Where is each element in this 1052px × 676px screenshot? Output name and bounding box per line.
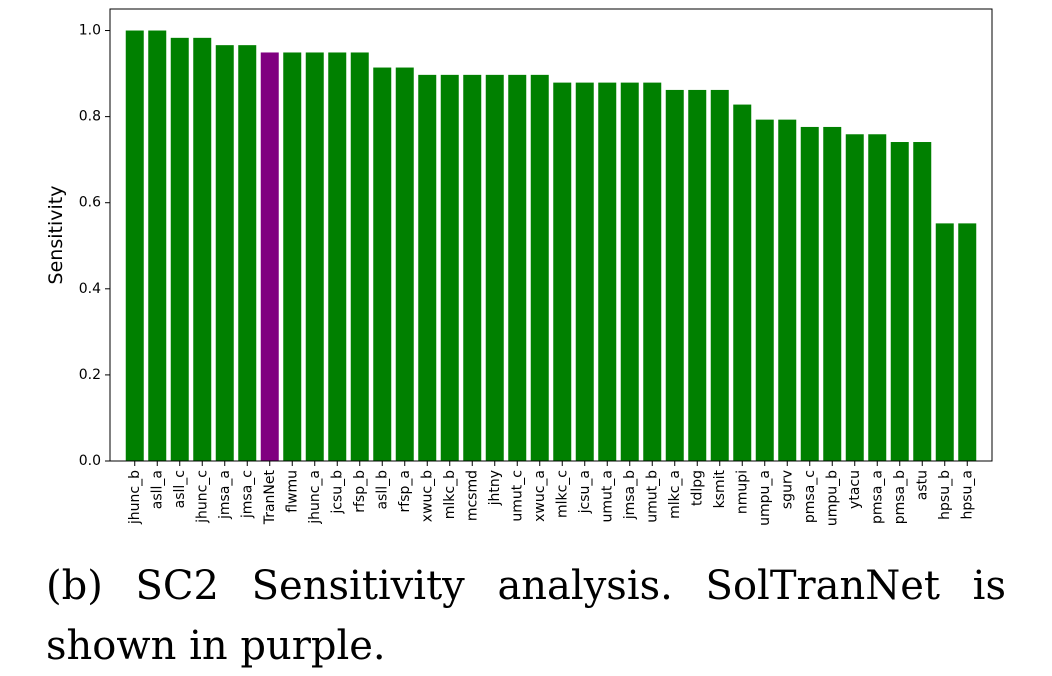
bar-xwuc_a bbox=[530, 74, 549, 462]
x-tick-label: jhunc_b bbox=[127, 470, 143, 525]
bar-rfsp_a bbox=[395, 67, 414, 461]
x-tick-label: mlkc_c bbox=[554, 470, 570, 518]
x-tick-label: asll_c bbox=[172, 470, 188, 508]
x-tick-label: pmsa_b bbox=[892, 470, 908, 524]
bar-sgurv bbox=[778, 119, 797, 461]
x-tick-label: umut_c bbox=[509, 470, 525, 522]
y-tick-label: 0.0 bbox=[79, 453, 101, 469]
x-tick-label: asll_a bbox=[149, 470, 165, 509]
x-tick-label: jmsa_a bbox=[217, 470, 233, 520]
x-tick-label: hpsu_b bbox=[937, 470, 953, 520]
y-tick-label: 0.8 bbox=[79, 109, 101, 125]
plot-frame bbox=[109, 8, 993, 462]
x-tick-label: jhunc_a bbox=[307, 470, 323, 525]
x-tick-label: umpu_a bbox=[757, 470, 773, 526]
x-tick-label: rfsp_b bbox=[352, 470, 368, 513]
x-tick-label: pmsa_a bbox=[869, 470, 885, 524]
bar-jcsu_b bbox=[328, 52, 347, 461]
x-tick-label: jmsa_c bbox=[239, 470, 255, 519]
x-tick-label: asll_b bbox=[374, 470, 390, 510]
x-tick-label: hpsu_a bbox=[959, 470, 975, 520]
figure-caption: (b) SC2 Sensitivity analysis. SolTranNet… bbox=[46, 563, 1006, 669]
bar-jmsa_c bbox=[238, 45, 257, 461]
bar-xwuc_b bbox=[418, 74, 437, 462]
x-tick-label: jhunc_c bbox=[194, 470, 210, 524]
y-axis-label: Sensitivity bbox=[45, 186, 67, 285]
y-tick-label: 0.4 bbox=[79, 281, 101, 297]
y-tick-label: 0.6 bbox=[79, 195, 101, 211]
bar-ksmit bbox=[710, 89, 729, 462]
y-tick-label: 1.0 bbox=[79, 23, 101, 39]
bar-astu bbox=[913, 142, 932, 461]
x-tick-label: tdlpg bbox=[689, 470, 705, 506]
bar-TranNet bbox=[260, 52, 279, 461]
x-tick-label: sgurv bbox=[779, 470, 795, 509]
bar-hpsu_a bbox=[958, 223, 977, 461]
bar-jhunc_a bbox=[305, 52, 324, 461]
bar-umut_a bbox=[598, 82, 617, 462]
bar-ytacu bbox=[845, 134, 864, 461]
bar-chart: 0.00.20.40.60.81.0 jhunc_b asll_a asll_c jh… bbox=[45, 8, 993, 526]
x-tick-label: nmupi bbox=[734, 470, 750, 514]
x-tick-label: mcsmd bbox=[464, 470, 480, 521]
bar-jhtny bbox=[485, 74, 504, 462]
bar-asll_b bbox=[373, 67, 392, 461]
x-tick-label: mlkc_b bbox=[442, 470, 458, 519]
bar-jhunc_b bbox=[125, 30, 144, 462]
y-axis-ticks: 0.0 0.2 0.4 0.6 0.8 1.0 bbox=[79, 23, 110, 469]
x-tick-label: ksmit bbox=[712, 469, 728, 508]
x-tick-label: ytacu bbox=[847, 470, 863, 509]
x-tick-label: umut_b bbox=[644, 470, 660, 523]
bar-umpu_b bbox=[823, 126, 842, 461]
bar-umpu_a bbox=[755, 119, 774, 461]
x-axis-ticks: jhunc_b asll_a asll_c jhunc_c jmsa_a jmsa_c Tr… bbox=[127, 461, 975, 526]
bars-group bbox=[125, 30, 977, 462]
x-tick-label: xwuc_a bbox=[532, 470, 548, 522]
bar-mlkc_b bbox=[440, 74, 459, 462]
bar-tdlpg bbox=[688, 89, 707, 462]
x-tick-label: flwmu bbox=[284, 470, 300, 513]
bar-flwmu bbox=[283, 52, 302, 461]
x-tick-label: jhtny bbox=[487, 470, 503, 506]
x-tick-label: jcsu_b bbox=[329, 470, 345, 515]
x-tick-label: TranNet bbox=[262, 469, 278, 525]
bar-pmsa_c bbox=[800, 126, 819, 461]
bar-pmsa_b bbox=[890, 142, 909, 461]
bar-pmsa_a bbox=[868, 134, 887, 461]
bar-mcsmd bbox=[463, 74, 482, 462]
y-tick-label: 0.2 bbox=[79, 367, 101, 383]
bar-jcsu_a bbox=[575, 82, 594, 462]
x-tick-label: rfsp_a bbox=[397, 470, 413, 512]
x-tick-label: jcsu_a bbox=[577, 470, 593, 514]
x-tick-label: jmsa_b bbox=[622, 470, 638, 520]
bar-umut_c bbox=[508, 74, 527, 462]
bar-hpsu_b bbox=[935, 223, 954, 461]
bar-jmsa_a bbox=[215, 45, 234, 461]
bar-asll_a bbox=[148, 30, 167, 462]
bar-mlkc_a bbox=[665, 89, 684, 462]
x-tick-label: pmsa_c bbox=[802, 470, 818, 523]
bar-mlkc_c bbox=[553, 82, 572, 462]
x-tick-label: xwuc_b bbox=[419, 470, 435, 522]
x-tick-label: astu bbox=[914, 470, 930, 500]
bar-nmupi bbox=[733, 104, 752, 461]
bar-asll_c bbox=[170, 37, 189, 462]
x-tick-label: mlkc_a bbox=[667, 470, 683, 519]
x-tick-label: umpu_b bbox=[824, 470, 840, 526]
bar-umut_b bbox=[643, 82, 662, 462]
x-tick-label: umut_a bbox=[599, 470, 615, 522]
bar-jmsa_b bbox=[620, 82, 639, 462]
bar-jhunc_c bbox=[193, 37, 212, 462]
bar-rfsp_b bbox=[350, 52, 369, 461]
